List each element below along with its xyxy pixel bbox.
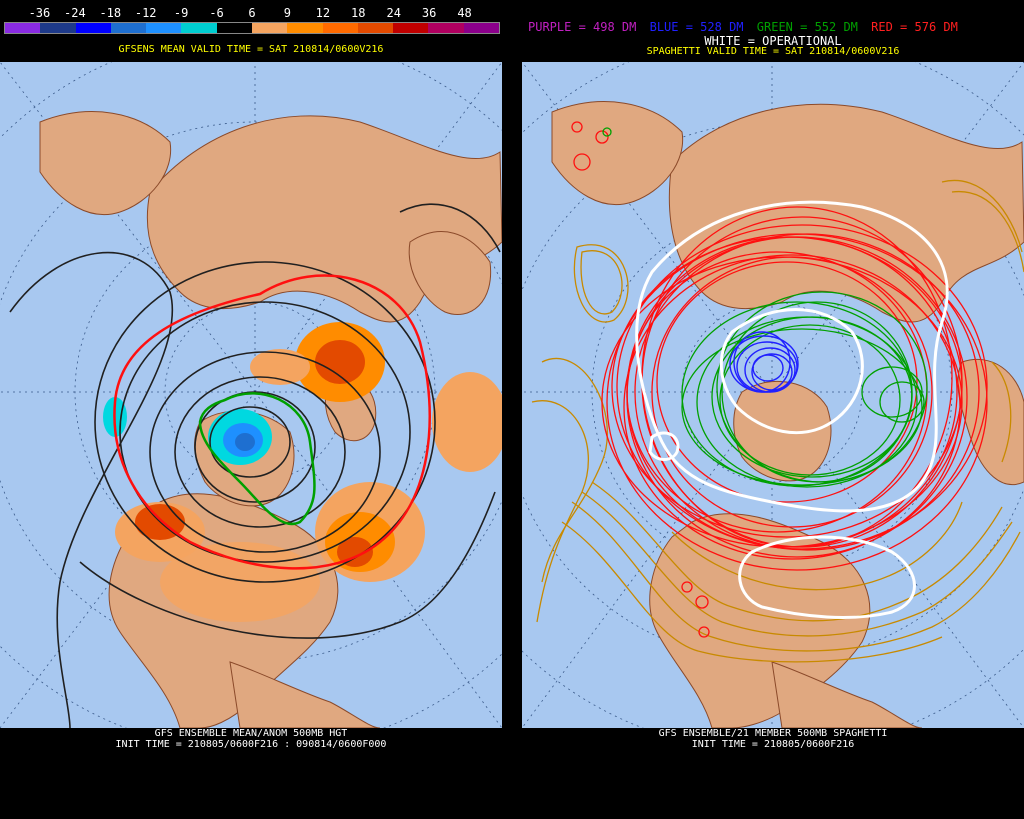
spaghetti-panel: PURPLE = 498 DM BLUE = 528 DM GREEN = 55… (522, 0, 1024, 819)
legend-tick-label: 36 (421, 6, 437, 20)
legend-tick-label: 9 (283, 6, 292, 20)
legend-tick-label: -9 (173, 6, 189, 20)
legend-swatch (146, 23, 182, 33)
legend-swatch (181, 23, 217, 33)
legend-blue: BLUE = 528 DM (649, 20, 744, 34)
white-operational-contours (635, 200, 949, 619)
legend-tick-label: 24 (386, 6, 401, 20)
legend-swatch (75, 23, 111, 33)
ensemble-mean-map (0, 62, 502, 728)
legend-green: GREEN = 552 DM (756, 20, 858, 34)
legend-swatch (5, 23, 41, 33)
legend-swatch (287, 23, 323, 33)
legend-swatch (110, 23, 147, 33)
blue-member-contours (729, 331, 799, 393)
legend-swatch (322, 23, 358, 33)
legend-swatch (357, 23, 394, 33)
mean-footer: GFS ENSEMBLE MEAN/ANOM 500MB HGT INIT TI… (0, 728, 502, 750)
legend-swatch (216, 23, 252, 33)
552dm-contour (198, 392, 316, 526)
gold-member-contours (531, 179, 1024, 663)
spaghetti-map (522, 62, 1024, 728)
576dm-contour (113, 274, 431, 570)
legend-swatch (40, 23, 76, 33)
legend-swatch (463, 23, 499, 33)
ensemble-mean-panel: -36 -24 -18 -12 -9 -6 6 9 12 18 24 36 48 GFSENS MEAN… (0, 0, 502, 819)
spaghetti-footer-title: GFS ENSEMBLE/21 MEMBER 500MB SPAGHETTI (658, 728, 888, 739)
legend-tick-label: -12 (134, 6, 157, 20)
anomaly-color-legend: -36 -24 -18 -12 -9 -6 6 9 12 18 24 36 48 (4, 6, 500, 36)
legend-white: WHITE = OPERATIONAL (704, 34, 842, 48)
legend-tick-label: 6 (248, 6, 256, 20)
spaghetti-legend: PURPLE = 498 DM BLUE = 528 DM GREEN = 55… (522, 20, 1024, 34)
legend-tick-label: 12 (315, 6, 331, 20)
positive-anomaly-shading (115, 322, 502, 622)
legend-purple: PURPLE = 498 DM (528, 20, 637, 34)
legend-swatch (428, 23, 464, 33)
red-member-contours (571, 121, 988, 638)
legend-tick-label: -18 (99, 6, 122, 20)
green-member-contours (602, 127, 928, 488)
legend-swatch (393, 23, 429, 33)
height-contours (9, 203, 501, 728)
legend-red: RED = 576 DM (871, 20, 958, 34)
legend-tick-label: 18 (351, 6, 366, 20)
mean-map-svg (0, 62, 502, 728)
mean-footer-title: GFS ENSEMBLE MEAN/ANOM 500MB HGT (154, 728, 348, 739)
mean-valid-time: GFSENS MEAN VALID TIME = SAT 210814/0600… (118, 44, 384, 55)
legend-swatch (251, 23, 288, 33)
spaghetti-footer-init-time: INIT TIME = 210805/0600F216 (691, 739, 855, 750)
anomaly-color-bar (4, 22, 500, 34)
legend-tick-label: -6 (209, 6, 224, 20)
spaghetti-valid-time: SPAGHETTI VALID TIME = SAT 210814/0600V2… (646, 46, 900, 57)
legend-tick-label: -24 (64, 6, 86, 20)
mean-footer-init-time: INIT TIME = 210805/0600F216 : 090814/060… (115, 739, 387, 750)
legend-tick-label: -36 (28, 6, 51, 20)
land (551, 101, 1024, 728)
legend-tick-label: 48 (457, 6, 472, 20)
spaghetti-map-svg (522, 62, 1024, 728)
spaghetti-footer: GFS ENSEMBLE/21 MEMBER 500MB SPAGHETTI I… (522, 728, 1024, 750)
